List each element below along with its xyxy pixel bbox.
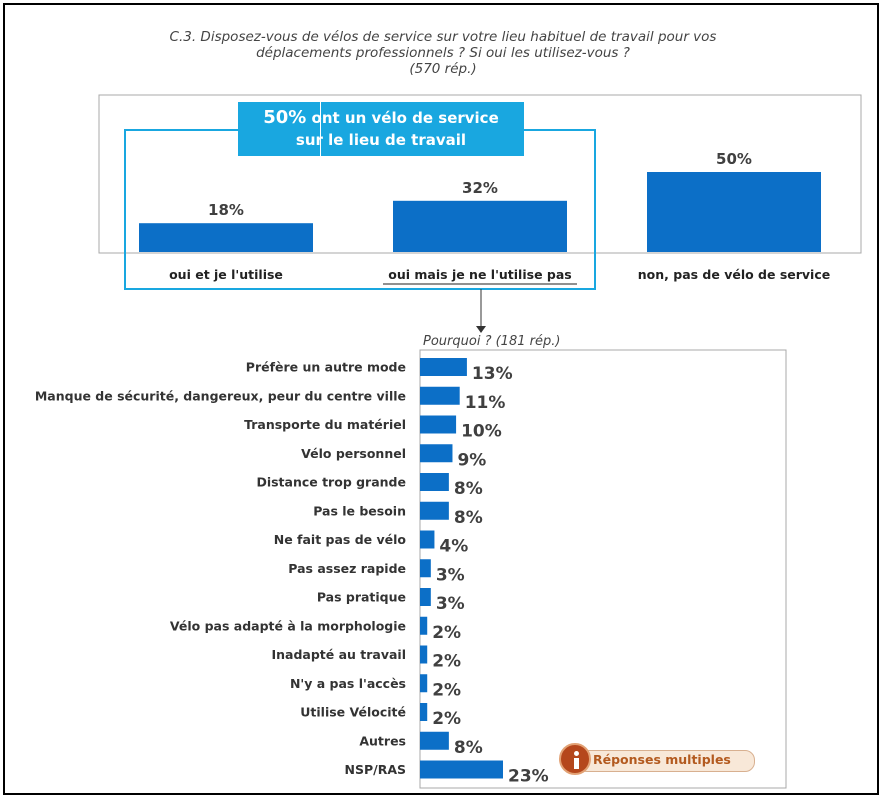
category-label: oui mais je ne l'utilise pas xyxy=(388,267,571,282)
reason-bar xyxy=(420,559,431,578)
reason-label: Vélo pas adapté à la morphologie xyxy=(170,618,406,633)
callout-text-1: ont un vélo de service xyxy=(306,109,499,127)
title-line-2: déplacements professionnels ? Si oui les… xyxy=(256,45,630,61)
reason-value-label: 2% xyxy=(432,652,461,672)
reason-label: Pas assez rapide xyxy=(288,561,406,576)
sub-plot-area xyxy=(419,349,787,789)
chart-title: C.3. Disposez-vous de vélos de service s… xyxy=(0,29,886,77)
reason-value-label: 2% xyxy=(432,680,461,700)
callout-divider xyxy=(320,102,321,156)
subchart-title: Pourquoi ? (181 rép.) xyxy=(423,334,561,349)
reason-label: Pas pratique xyxy=(317,590,406,605)
reason-bar xyxy=(420,501,449,520)
title-line-1: C.3. Disposez-vous de vélos de service s… xyxy=(169,29,717,45)
reason-bar xyxy=(420,530,435,549)
bar-value-label: 32% xyxy=(462,179,498,197)
reason-value-label: 11% xyxy=(465,393,506,413)
reason-bar xyxy=(420,473,449,491)
reason-label: Inadapté au travail xyxy=(271,647,406,662)
reason-value-label: 2% xyxy=(432,623,461,643)
reason-bar xyxy=(420,674,428,693)
category-label: non, pas de vélo de service xyxy=(638,267,830,282)
reason-label: Pas le besoin xyxy=(313,503,406,518)
bar-2 xyxy=(393,200,567,252)
reason-label: Autres xyxy=(359,733,406,748)
reason-value-label: 8% xyxy=(454,508,483,528)
reason-value-label: 8% xyxy=(454,479,483,499)
reason-bar xyxy=(420,386,460,405)
reason-label: N'y a pas l'accès xyxy=(290,676,406,691)
reason-label: Ne fait pas de vélo xyxy=(274,532,407,547)
reason-label: Distance trop grande xyxy=(256,475,406,490)
reason-value-label: 23% xyxy=(508,767,549,787)
reason-bar xyxy=(420,588,431,606)
reason-value-label: 10% xyxy=(461,422,502,442)
reason-label: Utilise Vélocité xyxy=(300,705,406,720)
info-icon xyxy=(559,743,591,775)
reason-value-label: 4% xyxy=(439,537,468,557)
top-bar-group: 18% oui et je l'utilise 32% oui mais je ne … xyxy=(139,150,830,285)
reason-label: Manque de sécurité, dangereux, peur du c… xyxy=(35,388,406,403)
reason-bar xyxy=(420,444,453,463)
reason-label: Vélo personnel xyxy=(301,446,406,461)
reason-value-label: 9% xyxy=(457,450,486,470)
bar-value-label: 50% xyxy=(716,150,752,168)
reason-value-label: 2% xyxy=(432,709,461,729)
reason-bar xyxy=(420,760,503,779)
highlight-callout: 50% ont un vélo de service sur le lieu d… xyxy=(238,102,524,156)
bar-1 xyxy=(139,223,313,252)
callout-text-2: sur le lieu de travail xyxy=(295,131,467,149)
bar-3 xyxy=(647,172,821,252)
reason-label: NSP/RAS xyxy=(345,762,407,777)
reason-bar xyxy=(420,645,428,664)
reason-label: Préfère un autre mode xyxy=(246,360,406,375)
category-label: oui et je l'utilise xyxy=(169,267,283,282)
sub-bar-group: Préfère un autre mode 13% Manque de sécuri… xyxy=(35,358,549,787)
reason-value-label: 13% xyxy=(472,364,513,384)
arrow-down-icon xyxy=(476,326,486,333)
reason-bar xyxy=(420,358,467,376)
multiple-answers-badge: Réponses multiples xyxy=(559,743,755,775)
badge-label: Réponses multiples xyxy=(593,752,731,767)
reason-bar xyxy=(420,616,428,635)
reason-bar xyxy=(420,731,449,750)
reason-label: Transporte du matériel xyxy=(244,417,406,432)
callout-percent: 50% xyxy=(263,107,307,128)
reason-bar xyxy=(420,415,457,434)
reason-value-label: 8% xyxy=(454,738,483,758)
reason-value-label: 3% xyxy=(436,565,465,585)
reason-bar xyxy=(420,703,428,721)
reason-value-label: 3% xyxy=(436,594,465,614)
title-line-3: (570 rép.) xyxy=(409,61,477,77)
bar-value-label: 18% xyxy=(208,201,244,219)
top-plot-area xyxy=(98,94,862,254)
